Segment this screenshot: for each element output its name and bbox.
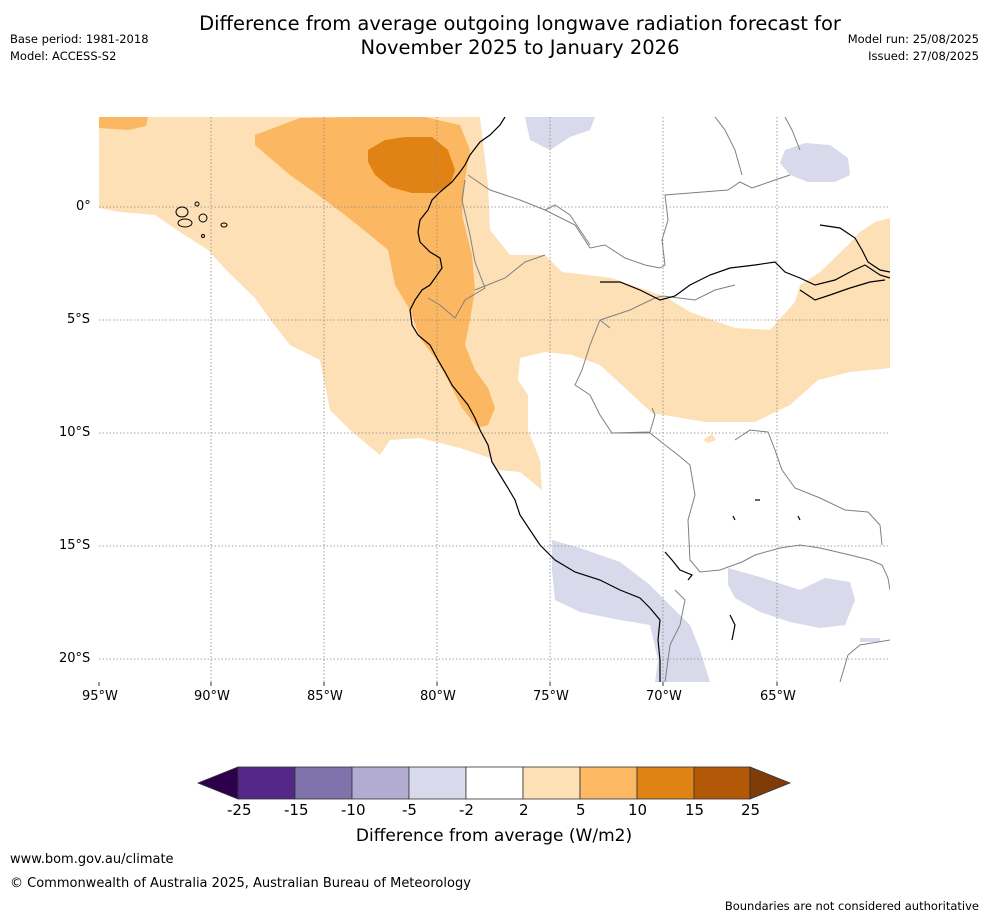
lat-label: 10°S: [59, 425, 91, 440]
lon-label: 70°W: [646, 689, 682, 704]
metadata-left: Base period: 1981-2018 Model: ACCESS-S2: [10, 31, 149, 65]
anomaly-region-10-to-15: [368, 137, 455, 193]
lat-label: 5°S: [67, 312, 91, 327]
lon-label: 65°W: [760, 689, 796, 704]
map-plot-area: [99, 117, 890, 682]
lon-label: 95°W: [82, 689, 118, 704]
colorbar-tick: -10: [341, 801, 366, 819]
copyright: © Commonwealth of Australia 2025, Austra…: [10, 876, 471, 891]
colorbar-tick: 25: [741, 801, 761, 819]
colorbar-extend-low: [196, 766, 239, 800]
lon-label: 75°W: [533, 689, 569, 704]
colorbar-tick: 10: [628, 801, 648, 819]
anomaly-region-neg-south-coast: [552, 540, 710, 682]
lon-label: 90°W: [194, 689, 230, 704]
colorbar-tick: 5: [576, 801, 586, 819]
base-period: Base period: 1981-2018: [10, 32, 149, 46]
anomaly-region-neg-northeast: [780, 143, 850, 182]
colorbar-segment: [636, 766, 695, 800]
website-link[interactable]: www.bom.gov.au/climate: [10, 852, 174, 867]
map-title: Difference from average outgoing longwav…: [0, 12, 988, 60]
lat-label: 15°S: [59, 538, 91, 553]
colorbar-segment: [579, 766, 638, 800]
axis-ticks: [98, 682, 778, 686]
colorbar-label: Difference from average (W/m2): [355, 826, 633, 846]
title-line-1: Difference from average outgoing longwav…: [199, 12, 841, 35]
anomaly-region-5-to-10: [255, 117, 495, 428]
lat-label: 20°S: [59, 651, 91, 666]
colorbar-tick: 2: [519, 801, 529, 819]
anomaly-region-2-to-5-east-patch: [703, 434, 716, 443]
country-borders: [427, 117, 890, 682]
coastlines: [409, 117, 890, 682]
colorbar-segment: [351, 766, 410, 800]
colorbar-tick: -5: [402, 801, 417, 819]
colorbar-tick: -15: [284, 801, 309, 819]
galapagos-islands: [175, 201, 228, 238]
colorbar-segment: [408, 766, 467, 800]
colorbar-segment: [522, 766, 581, 800]
model-run: Model run: 25/08/2025: [847, 32, 979, 46]
colorbar-extend-high: [749, 766, 792, 800]
colorbar-tick: 15: [685, 801, 705, 819]
anomaly-region-neg-north: [525, 117, 595, 150]
colorbar: [196, 766, 792, 800]
colorbar-segment: [693, 766, 751, 800]
lon-label: 85°W: [307, 689, 343, 704]
disclaimer: Boundaries are not considered authoritat…: [724, 899, 979, 913]
anomaly-region-neg-southeast: [728, 568, 855, 628]
gridlines: [99, 117, 890, 682]
title-line-2: November 2025 to January 2026: [360, 36, 680, 59]
colorbar-tick: -25: [227, 801, 252, 819]
lon-label: 80°W: [420, 689, 456, 704]
model-name: Model: ACCESS-S2: [10, 49, 117, 63]
colorbar-segment: [294, 766, 353, 800]
colorbar-tick: -2: [459, 801, 474, 819]
colorbar-segment: [465, 766, 524, 800]
anomaly-region-5-to-10-corner: [99, 117, 148, 130]
anomaly-region-neg-small: [860, 638, 880, 642]
colorbar-segment: [237, 766, 296, 800]
metadata-right: Model run: 25/08/2025 Issued: 27/08/2025: [848, 31, 979, 65]
lat-label: 0°: [76, 199, 91, 214]
anomaly-region-2-to-5-west: [99, 117, 890, 490]
issued-date: Issued: 27/08/2025: [868, 49, 979, 63]
